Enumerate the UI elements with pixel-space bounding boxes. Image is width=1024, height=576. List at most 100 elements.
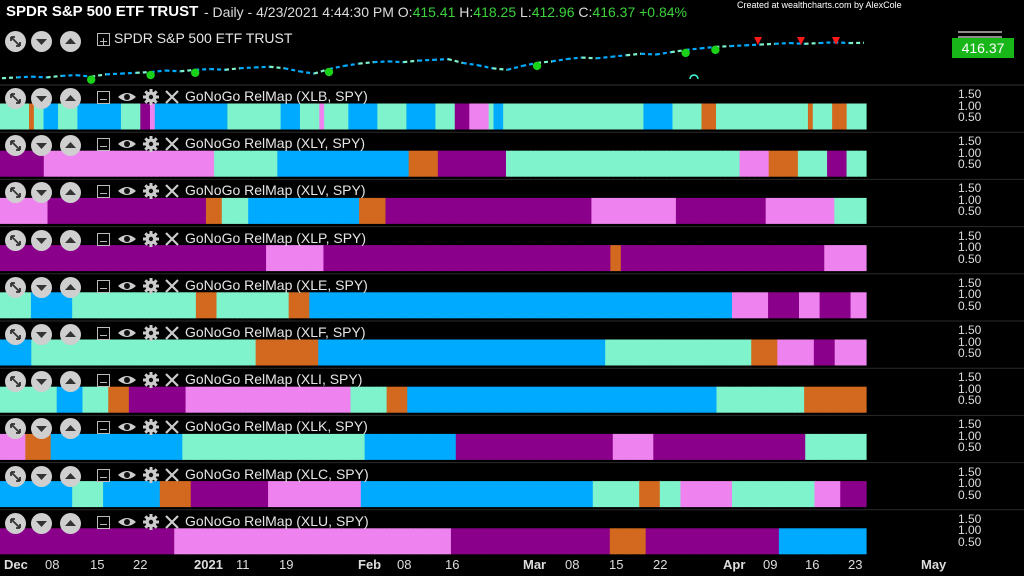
chevron-down-icon[interactable] [31, 512, 52, 534]
eye-icon[interactable] [117, 468, 137, 487]
gear-icon[interactable] [143, 513, 159, 535]
panel-title: GoNoGo RelMap (XLU, SPY) [185, 512, 369, 529]
expand-icon[interactable] [5, 88, 26, 109]
chevron-up-icon[interactable] [60, 512, 81, 534]
close-icon[interactable] [165, 137, 179, 156]
expand-icon[interactable] [5, 276, 26, 298]
collapse-box-icon[interactable] [97, 91, 110, 104]
relmap-cell [116, 433, 123, 460]
gear-icon[interactable] [143, 277, 159, 299]
close-icon[interactable] [165, 373, 179, 392]
menu-icon[interactable] [958, 27, 1002, 45]
eye-icon[interactable] [117, 420, 137, 439]
chevron-down-icon[interactable] [31, 31, 52, 52]
collapse-box-icon[interactable] [97, 185, 110, 199]
high-label: H: [459, 4, 474, 20]
relmap-cell [448, 339, 455, 366]
chevron-up-icon[interactable] [60, 418, 81, 440]
relmap-cell [498, 103, 504, 130]
eye-icon[interactable] [117, 515, 137, 534]
chevron-up-icon[interactable] [60, 88, 81, 109]
chevron-up-icon[interactable] [60, 31, 81, 52]
chevron-down-icon[interactable] [31, 182, 52, 204]
gear-icon[interactable] [143, 183, 159, 204]
gear-icon[interactable] [143, 372, 159, 393]
x-tick-label: Apr [723, 557, 746, 572]
expand-icon[interactable] [5, 229, 26, 251]
chevron-up-icon[interactable] [60, 229, 81, 251]
relmap-cell [298, 292, 305, 319]
collapse-box-icon[interactable] [97, 515, 110, 529]
relmap-cell [329, 433, 335, 460]
chevron-down-icon[interactable] [31, 135, 52, 157]
collapse-box-icon[interactable] [97, 279, 110, 293]
collapse-box-icon[interactable] [97, 33, 110, 46]
relmap-cell [209, 150, 215, 177]
chevron-down-icon[interactable] [31, 465, 52, 487]
eye-icon[interactable] [117, 326, 137, 345]
gear-icon[interactable] [143, 136, 159, 157]
relmap-cell [314, 481, 321, 508]
close-icon[interactable] [165, 420, 179, 439]
close-icon[interactable] [165, 515, 179, 534]
close-icon[interactable] [165, 467, 179, 487]
expand-icon[interactable] [5, 465, 26, 487]
expand-icon[interactable] [5, 324, 26, 345]
gear-icon[interactable] [143, 325, 159, 346]
relmap-cell [793, 386, 800, 413]
eye-icon[interactable] [117, 90, 137, 109]
relmap-cell [706, 292, 712, 319]
relmap-cell [159, 481, 166, 508]
close-icon[interactable] [165, 326, 179, 345]
eye-icon[interactable] [117, 137, 137, 156]
close-icon[interactable] [165, 184, 179, 203]
expand-icon[interactable] [5, 512, 26, 534]
chevron-down-icon[interactable] [31, 324, 52, 345]
relmap-cell [304, 103, 311, 130]
chevron-up-icon[interactable] [60, 324, 81, 345]
relmap-cell [585, 103, 591, 130]
chevron-down-icon[interactable] [31, 371, 52, 393]
chevron-down-icon[interactable] [31, 276, 52, 298]
collapse-box-icon[interactable] [97, 232, 110, 246]
collapse-box-icon[interactable] [97, 468, 110, 482]
relmap-cell [99, 339, 105, 366]
eye-icon[interactable] [117, 373, 137, 392]
expand-icon[interactable] [5, 418, 26, 440]
expand-icon[interactable] [5, 182, 26, 204]
collapse-box-icon[interactable] [97, 327, 110, 340]
relmap-cell [763, 150, 770, 177]
relmap-cell [314, 103, 320, 130]
expand-icon[interactable] [5, 371, 26, 393]
eye-icon[interactable] [117, 279, 137, 298]
relmap-cell [688, 245, 695, 272]
chevron-up-icon[interactable] [60, 182, 81, 204]
chevron-up-icon[interactable] [60, 135, 81, 157]
close-icon[interactable] [165, 90, 179, 109]
eye-icon[interactable] [117, 232, 137, 251]
relmap-cell [409, 528, 416, 555]
gear-icon[interactable] [143, 230, 159, 252]
close-icon[interactable] [165, 279, 179, 298]
relmap-cell [355, 150, 361, 177]
gear-icon[interactable] [143, 89, 159, 110]
collapse-box-icon[interactable] [97, 374, 110, 388]
chevron-up-icon[interactable] [60, 465, 81, 487]
eye-icon[interactable] [117, 184, 137, 203]
expand-icon[interactable] [5, 31, 26, 52]
collapse-box-icon[interactable] [97, 138, 110, 152]
relmap-cell [154, 481, 161, 508]
chevron-down-icon[interactable] [31, 418, 52, 440]
expand-icon[interactable] [5, 135, 26, 157]
gear-icon[interactable] [143, 466, 159, 488]
relmap-cell [180, 481, 187, 508]
close-icon[interactable] [165, 231, 179, 251]
gear-icon[interactable] [143, 419, 159, 440]
collapse-box-icon[interactable] [97, 421, 110, 435]
chevron-down-icon[interactable] [31, 88, 52, 109]
chevron-up-icon[interactable] [60, 276, 81, 298]
relmap-cell [285, 103, 291, 130]
chevron-down-icon[interactable] [31, 229, 52, 251]
relmap-cell [623, 292, 630, 319]
chevron-up-icon[interactable] [60, 371, 81, 393]
